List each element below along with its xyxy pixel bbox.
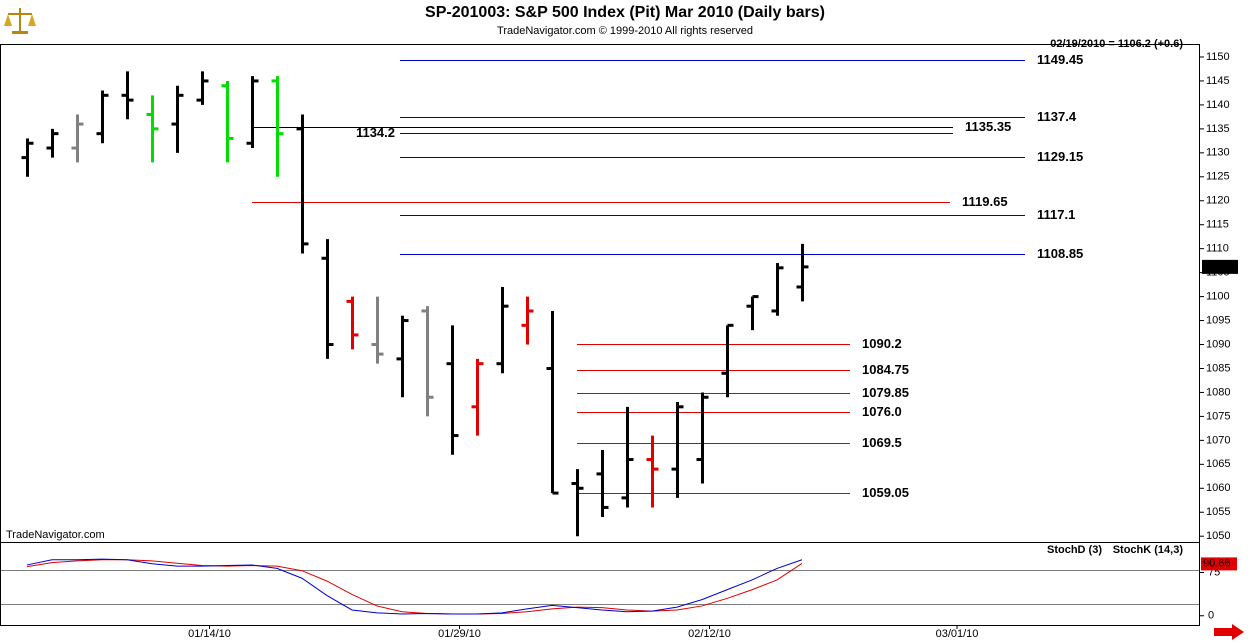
y-tick-label: 1070 [1206, 434, 1230, 446]
plot-frame [0, 44, 1200, 626]
level-label: 1069.5 [862, 435, 902, 450]
y-tick-label: 1090 [1206, 338, 1230, 350]
y-tick-label: 1150 [1206, 51, 1230, 63]
legend-entry: StochK (14,3) [1113, 544, 1184, 556]
level-label: 1084.75 [862, 362, 909, 377]
y-tick-label: 1135 [1206, 123, 1230, 135]
y-tick-label: 1125 [1206, 171, 1230, 183]
last-quote: 02/19/2010 = 1106.2 (+0.6) [1050, 38, 1183, 50]
x-tick-label: 01/14/10 [188, 628, 231, 640]
level-label: 1076.0 [862, 404, 902, 419]
stoch-line [26, 559, 803, 615]
last-price-label: 1106.2 [1204, 261, 1237, 273]
x-tick-label: 01/29/10 [438, 628, 481, 640]
y-tick-label: 1110 [1206, 243, 1229, 255]
watermark: TradeNavigator.com [6, 529, 105, 541]
level-label: 1117.1 [1037, 207, 1075, 222]
chart-subtitle: TradeNavigator.com © 1999-2010 All right… [497, 25, 753, 37]
y-tick-label: 1085 [1206, 362, 1230, 374]
x-tick-label: 02/12/10 [688, 628, 731, 640]
level-label: 1137.4 [1037, 109, 1077, 124]
level-label: 1079.85 [862, 385, 909, 400]
scroll-arrow[interactable] [1214, 624, 1244, 640]
level-label: 1135.35 [965, 119, 1011, 134]
y-tick-label: 1100 [1206, 291, 1230, 303]
y-tick-label: 1140 [1206, 99, 1230, 111]
chart-title: SP-201003: S&P 500 Index (Pit) Mar 2010 … [425, 4, 825, 21]
y-tick-label: 1130 [1206, 147, 1230, 159]
y-tick-label: 1080 [1206, 386, 1230, 398]
y-tick-label: 1075 [1206, 410, 1230, 422]
level-label: 1090.2 [862, 336, 902, 351]
y-tick-label: 1060 [1206, 482, 1230, 494]
level-label: 1129.15 [1037, 149, 1083, 164]
stoch-value-label: 90.66 [1203, 557, 1231, 569]
scales-icon [4, 8, 36, 34]
level-label: 1108.85 [1037, 246, 1083, 261]
stoch-value-box [1201, 557, 1237, 571]
level-label: 1149.45 [1037, 52, 1083, 67]
level-label: 1134.2 [356, 125, 395, 140]
y-tick-label: 1120 [1206, 195, 1230, 207]
y-tick-label: 1065 [1206, 458, 1230, 470]
stoch-y-tick-label: 0 [1208, 610, 1214, 622]
stoch-line [26, 558, 803, 615]
y-tick-label: 1050 [1206, 530, 1230, 542]
level-label: 1119.65 [962, 194, 1008, 209]
y-tick-label: 1095 [1206, 314, 1230, 326]
legend-entry: StochD (3) [1047, 544, 1102, 556]
y-tick-label: 1055 [1206, 506, 1230, 518]
y-tick-label: 1115 [1206, 219, 1229, 231]
last-price-box [1202, 259, 1238, 274]
y-tick-label: 1145 [1206, 75, 1230, 87]
x-tick-label: 03/01/10 [936, 628, 979, 640]
level-label: 1059.05 [862, 485, 909, 500]
